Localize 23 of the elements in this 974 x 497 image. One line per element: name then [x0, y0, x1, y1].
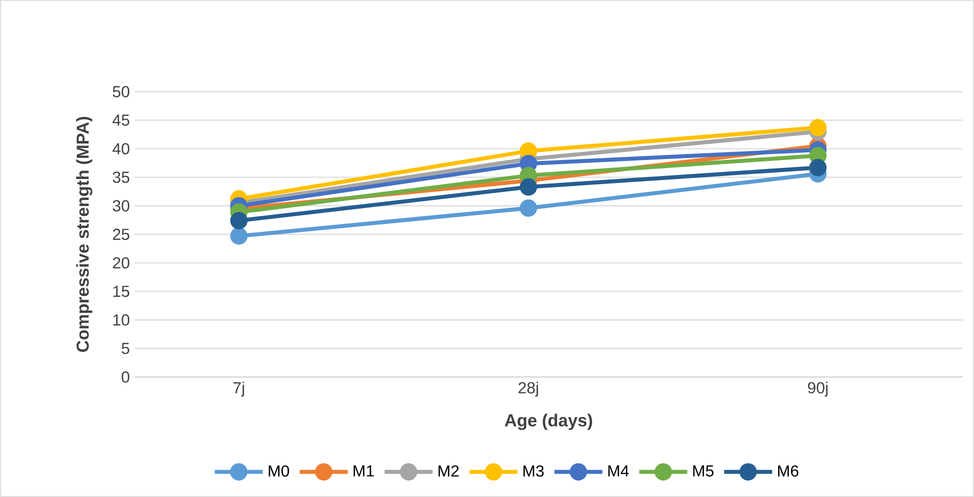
- x-axis-title: Age (days): [504, 414, 592, 430]
- x-tick-label: 90j: [808, 382, 828, 397]
- legend-label: M6: [778, 465, 798, 477]
- x-tick-label: 28j: [518, 382, 538, 397]
- legend-label: M1: [354, 465, 374, 476]
- y-tick-label: 30: [112, 200, 130, 212]
- y-tick-label: 10: [113, 314, 130, 326]
- legend-label: M0: [268, 465, 290, 477]
- y-tick-label: 50: [112, 86, 130, 98]
- y-tick-label: 15: [113, 286, 130, 297]
- y-tick-label: 0: [122, 371, 130, 383]
- y-axis-title: Compressive strength (MPA): [76, 116, 92, 352]
- y-tick-label: 5: [122, 342, 130, 354]
- y-tick-label: 40: [112, 143, 130, 154]
- legend-label: M5: [693, 465, 714, 477]
- legend-label: M4: [608, 465, 629, 476]
- legend-label: M2: [438, 465, 459, 477]
- y-tick-label: 20: [112, 257, 130, 269]
- y-tick-label: 35: [112, 172, 130, 183]
- x-tick-label: 7j: [233, 382, 244, 397]
- legend-label: M3: [523, 465, 544, 477]
- y-tick-label: 45: [112, 114, 130, 126]
- y-tick-label: 25: [112, 228, 130, 240]
